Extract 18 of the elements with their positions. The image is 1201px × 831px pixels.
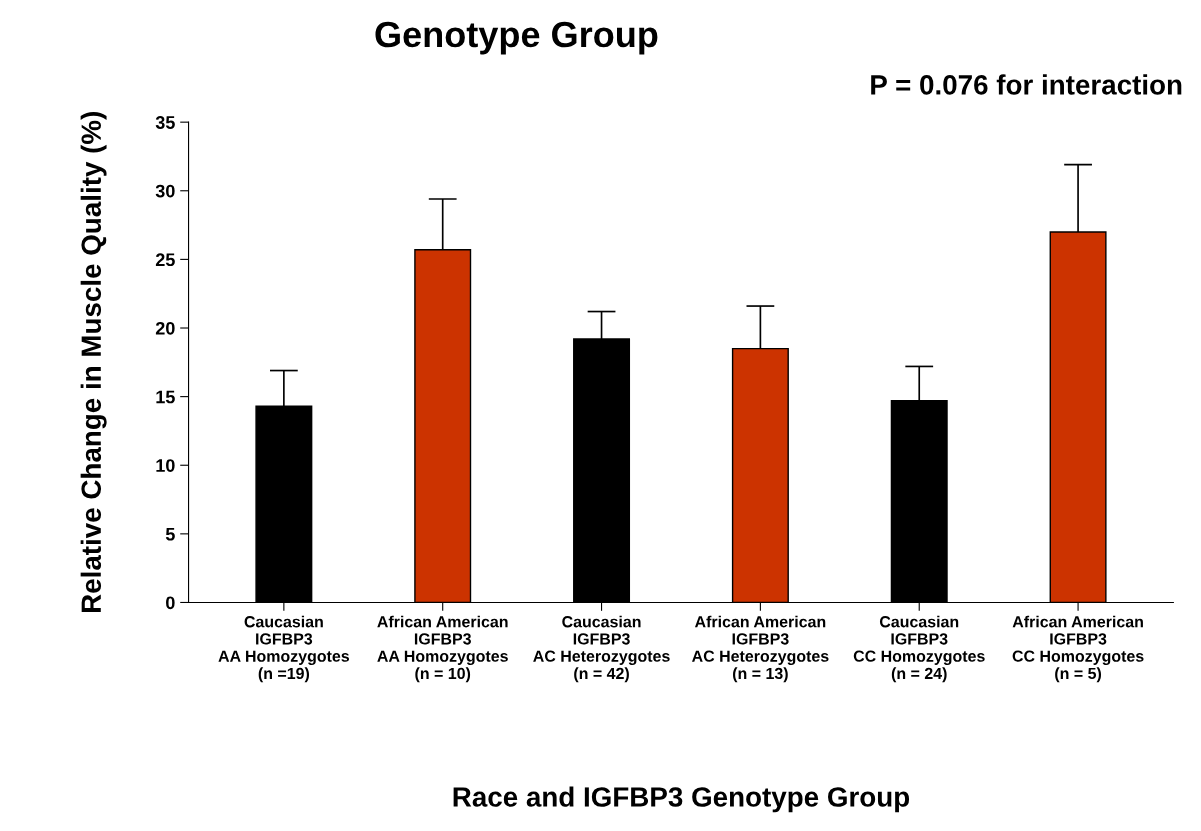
y-tick-label: 35 <box>155 116 175 129</box>
x-tick-label: African American IGFBP3 AC Heterozygotes (n = 13) <box>692 615 829 683</box>
text: P = 0.076 for interaction <box>871 74 1182 95</box>
chart-title: Genotype Group <box>375 21 658 55</box>
y-tick-label: 30 <box>155 184 175 198</box>
y-tick-label: 10 <box>156 459 175 472</box>
x-axis-title: Race and IGFBP3 Genotype Group <box>453 786 910 813</box>
y-tick-label: 25 <box>155 253 175 267</box>
y-tick-label: 20 <box>155 321 175 335</box>
x-tick-label: Caucasian IGFBP3 AA Homozygotes (n =19) <box>218 615 350 683</box>
y-tick-label: 15 <box>156 390 175 404</box>
y-tick-label: 5 <box>165 527 175 541</box>
x-tick-label: Caucasian IGFBP3 CC Homozygotes (n = 24) <box>853 615 985 683</box>
x-tick-label: African American IGFBP3 AA Homozygotes (n = 10) <box>377 615 508 683</box>
y-axis-title: Relative Change in Muscle Quality (%) <box>80 112 107 613</box>
x-tick-label: Caucasian IGFBP3 AC Heterozygotes (n = 42) <box>533 615 670 683</box>
x-tick-label: African American IGFBP3 CC Homozygotes (n = 5) <box>1012 615 1144 683</box>
y-tick-label: 0 <box>166 596 175 610</box>
